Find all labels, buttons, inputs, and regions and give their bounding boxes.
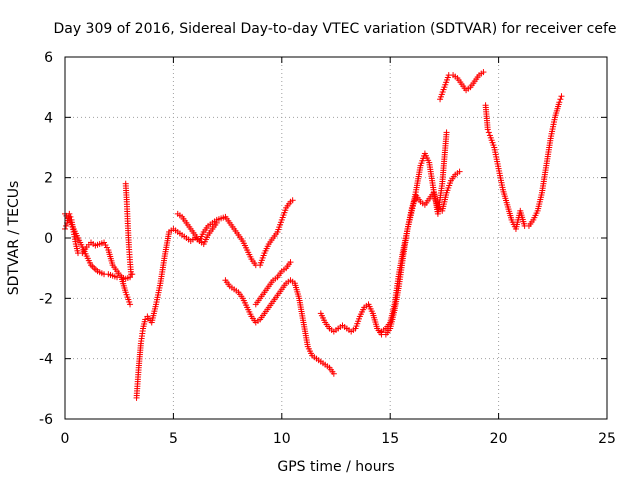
data-point [213, 219, 220, 226]
x-tick-label: 0 [61, 431, 70, 447]
data-point [289, 197, 296, 204]
data-point [128, 271, 135, 278]
x-tick-labels: 0 5 10 15 20 25 [61, 431, 616, 447]
y-tick-label: -6 [39, 412, 53, 428]
data-point [557, 96, 564, 103]
data-point [484, 126, 491, 133]
y-tick-label: -4 [39, 352, 53, 368]
x-tick-label: 25 [598, 431, 616, 447]
grid-lines [65, 57, 607, 419]
data-point [67, 213, 74, 220]
data-points [62, 69, 565, 401]
y-tick-label: 2 [44, 171, 53, 187]
x-tick-label: 20 [490, 431, 508, 447]
y-axis-label: SDTVAR / TECUs [6, 181, 22, 296]
x-tick-label: 15 [381, 431, 399, 447]
data-point [556, 99, 563, 106]
data-point [101, 239, 108, 246]
data-point [103, 244, 110, 251]
y-tick-label: -2 [39, 291, 53, 307]
data-point [102, 242, 109, 249]
y-tick-label: 0 [44, 231, 53, 247]
data-point [127, 301, 134, 308]
data-point [443, 129, 450, 136]
data-point [330, 370, 337, 377]
x-tick-label: 10 [273, 431, 291, 447]
data-point [63, 222, 70, 229]
data-point [480, 69, 487, 76]
data-point [287, 259, 294, 266]
x-tick-label: 5 [169, 431, 178, 447]
axis-ticks [64, 56, 608, 420]
y-tick-label: 4 [44, 110, 53, 126]
data-point [485, 129, 492, 136]
data-point [558, 93, 565, 100]
data-point [142, 316, 149, 323]
data-point [127, 274, 134, 281]
y-tick-labels: -6 -4 -2 0 2 4 6 [39, 50, 53, 428]
y-tick-label: 6 [44, 50, 53, 66]
chart-title: Day 309 of 2016, Sidereal Day-to-day VTE… [53, 21, 616, 37]
data-point [456, 168, 463, 175]
x-axis-label: GPS time / hours [277, 459, 394, 475]
